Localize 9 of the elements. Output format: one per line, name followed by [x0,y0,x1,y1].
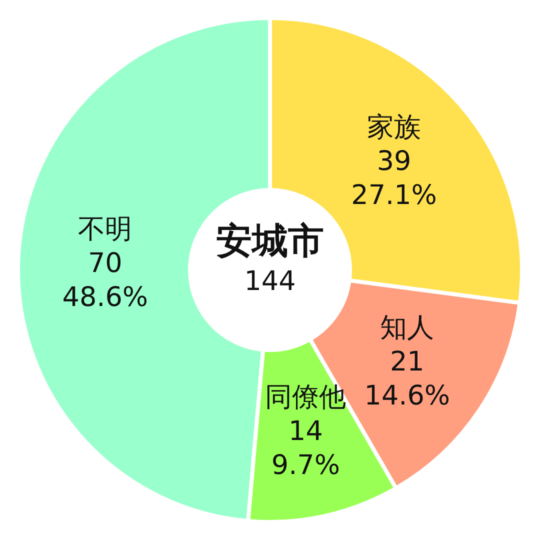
slice-label: 知人 [380,312,434,344]
slice-label: 不明 [78,213,132,244]
data-label: 70 48.6% [62,247,148,312]
data-label: 14 9.7% [271,416,340,481]
data-label: 21 14.6% [364,346,450,412]
text: 安城市 [215,220,325,264]
text: 144 [243,265,297,299]
data-label: 39 27.1% [351,146,437,211]
slice-label: 家族 [367,112,422,143]
